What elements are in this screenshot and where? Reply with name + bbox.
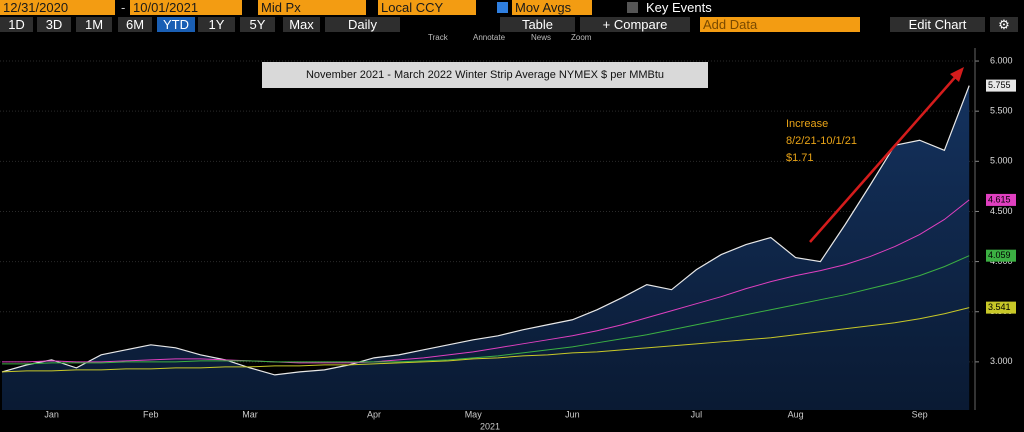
- last-value-box: [986, 301, 1016, 314]
- annotation: $1.71: [786, 152, 814, 164]
- last-value-box: [986, 193, 1016, 206]
- checkbox[interactable]: [497, 2, 508, 13]
- checkbox[interactable]: [627, 2, 638, 13]
- range-button[interactable]: 5Y: [240, 17, 275, 32]
- start-date[interactable]: 12/31/2020: [0, 0, 115, 15]
- x-tick-label: Jan: [44, 409, 59, 419]
- y-tick-label: 6.000: [990, 55, 1013, 65]
- series-line: [1, 307, 970, 373]
- chart-title: November 2021 - March 2022 Winter Strip …: [306, 69, 664, 81]
- key-events[interactable]: Key Events: [646, 0, 712, 15]
- range-button[interactable]: 1D: [0, 17, 33, 32]
- compare-button[interactable]: + Compare: [580, 17, 690, 32]
- range-button[interactable]: Max: [283, 17, 320, 32]
- annotation: Increase: [786, 118, 828, 130]
- last-value-label: 3.541: [988, 302, 1011, 312]
- currency[interactable]: Local CCY: [378, 0, 476, 15]
- last-value-label: 4.059: [988, 250, 1011, 260]
- series-line: [2, 199, 970, 364]
- y-tick-label: 5.500: [990, 106, 1013, 116]
- series-line: [2, 255, 970, 365]
- x-tick-label: Mar: [242, 409, 258, 419]
- last-value-box: [986, 249, 1016, 262]
- annotation: 8/2/21-10/1/21: [786, 135, 857, 147]
- arrow-head: [950, 67, 964, 82]
- settings[interactable]: ⚙: [990, 17, 1018, 32]
- range-button[interactable]: 6M: [118, 17, 152, 32]
- price-field[interactable]: Mid Px: [258, 0, 366, 15]
- tool[interactable]: Zoom: [571, 33, 592, 42]
- dash: -: [121, 0, 126, 15]
- x-tick-label: Aug: [788, 409, 804, 419]
- x-tick-label: Jul: [691, 409, 703, 419]
- y-tick-label: 5.000: [990, 156, 1013, 166]
- mov-avgs[interactable]: Mov Avgs: [512, 0, 592, 15]
- title-box: [262, 62, 708, 88]
- table-button[interactable]: Table: [500, 17, 575, 32]
- period[interactable]: Daily: [325, 17, 400, 32]
- tool[interactable]: News: [531, 33, 552, 42]
- edit-chart[interactable]: Edit Chart: [890, 17, 985, 32]
- last-value-label: 5.755: [988, 80, 1011, 90]
- tool[interactable]: Annotate: [473, 33, 506, 42]
- range-button[interactable]: YTD: [157, 17, 195, 32]
- tool[interactable]: Track: [428, 33, 448, 42]
- x-tick-label: Apr: [367, 409, 381, 419]
- range-button[interactable]: 1M: [76, 17, 112, 32]
- series-line: [1, 85, 970, 376]
- x-tick-label: May: [465, 409, 483, 419]
- end-date[interactable]: 10/01/2021: [130, 0, 242, 15]
- range-button[interactable]: 1Y: [198, 17, 235, 32]
- y-tick-label: 3.000: [990, 356, 1013, 366]
- x-tick-label: Sep: [912, 409, 928, 419]
- x-tick-label: Feb: [143, 409, 159, 419]
- x-tick-label: Jun: [565, 409, 580, 419]
- last-value-label: 4.615: [988, 194, 1011, 204]
- arrow: [809, 73, 959, 243]
- range-button[interactable]: 3D: [37, 17, 71, 32]
- add-data[interactable]: Add Data: [700, 17, 860, 32]
- x-axis-label: 2021: [480, 421, 500, 431]
- price-area: [2, 85, 970, 410]
- last-value-box: [986, 79, 1016, 92]
- y-tick-label: 4.500: [990, 206, 1013, 216]
